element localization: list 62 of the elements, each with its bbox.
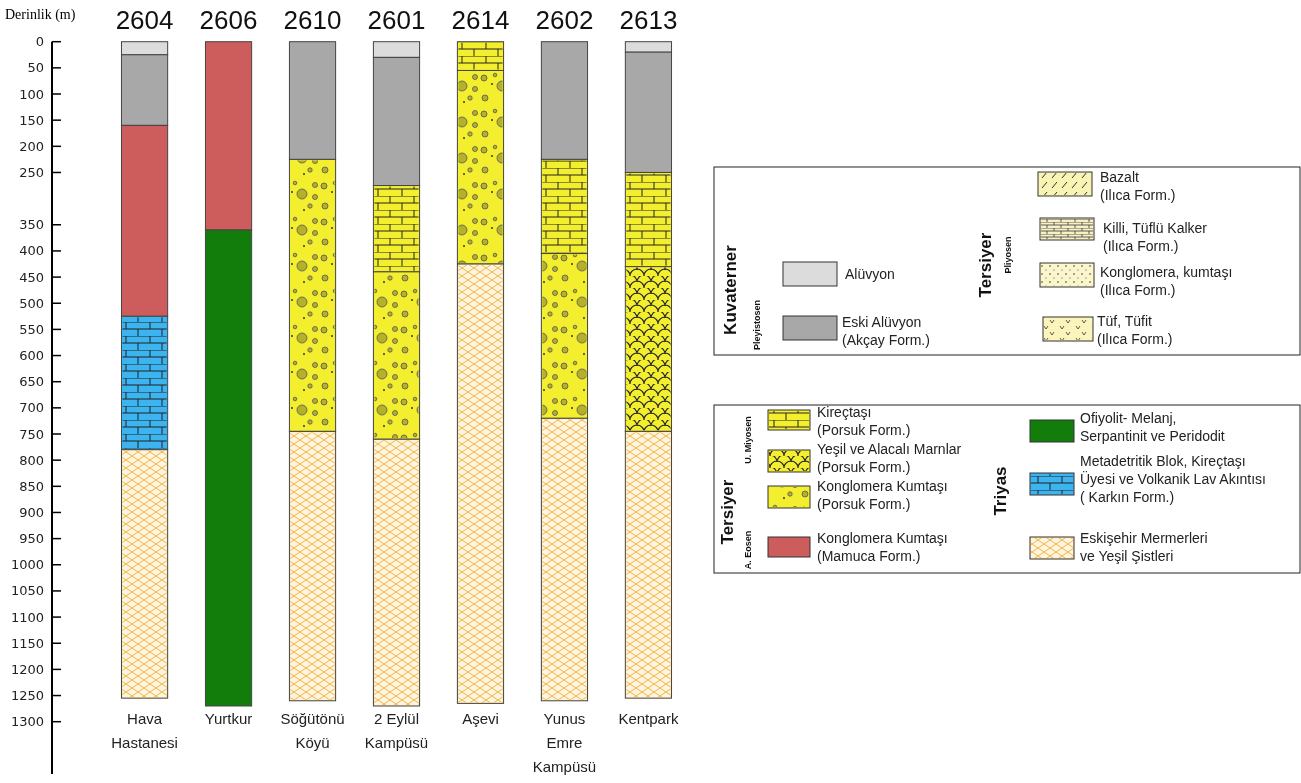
text: Pleyistosen bbox=[752, 299, 763, 351]
x-tick-label: Aşevi bbox=[462, 710, 499, 727]
y-tick-label: 700 bbox=[19, 400, 44, 416]
text: 2601 bbox=[367, 5, 426, 35]
text: A. Eosen bbox=[743, 530, 754, 570]
y-tick-label: 100 bbox=[19, 86, 44, 102]
text: 2614 bbox=[451, 5, 510, 35]
y-tick-label: 950 bbox=[19, 531, 44, 547]
y-tick-label: 900 bbox=[19, 505, 44, 521]
legend-label: Alüvyon bbox=[845, 265, 895, 282]
legend-label: Killi, Tüflü Kalker (Ilıca Form.) bbox=[1103, 219, 1208, 254]
y-tick-label: 800 bbox=[19, 452, 44, 468]
y-tick-label: 1150 bbox=[10, 635, 44, 651]
x-tick-label: 2 Eylül Kampüsü bbox=[364, 710, 429, 751]
legend-label: Kireçtaşı (Porsuk Form.) bbox=[817, 403, 911, 438]
y-tick-label: 400 bbox=[19, 243, 44, 259]
y-tick-label: 1050 bbox=[10, 583, 44, 599]
legend-label: Bazalt (Ilıca Form.) bbox=[1100, 168, 1176, 203]
y-tick-label: 750 bbox=[19, 426, 44, 442]
legend-label: Ofiyolit- Melanj, Serpantinit ve Peridodit bbox=[1080, 409, 1225, 444]
y-tick-label: 1000 bbox=[10, 557, 44, 573]
y-tick-label: 250 bbox=[19, 165, 44, 181]
y-tick-label: 150 bbox=[19, 112, 44, 128]
legend-label: Konglomera, kumtaşı (Ilıca Form.) bbox=[1100, 263, 1233, 298]
text: Tersiyer bbox=[975, 232, 995, 298]
x-tick-label: Kentpark bbox=[618, 710, 679, 727]
y-tick-label: 1200 bbox=[10, 661, 44, 677]
text: Kuvaterner bbox=[720, 244, 740, 335]
x-tick-label: Yurtkur bbox=[204, 710, 253, 727]
legend-label: Eski Alüvyon (Akçay Form.) bbox=[842, 313, 930, 348]
x-tick-label: Yunus Emre Kampüsü bbox=[532, 710, 597, 775]
legend-label: Konglomera Kumtaşı (Mamuca Form.) bbox=[817, 529, 948, 564]
y-tick-label: 650 bbox=[19, 374, 44, 390]
x-tick-label: Söğütönü Köyü bbox=[280, 710, 345, 751]
text: Triyas bbox=[990, 466, 1010, 516]
legend-label: Yeşil ve Alacalı Marnlar (Porsuk Form.) bbox=[817, 440, 962, 475]
text: 2610 bbox=[283, 5, 342, 35]
y-tick-label: 450 bbox=[19, 269, 44, 285]
y-tick-label: 350 bbox=[19, 217, 44, 233]
x-tick-label: Hava Hastanesi bbox=[111, 710, 178, 751]
text: Pliyosen bbox=[1003, 236, 1014, 274]
y-tick-label: 200 bbox=[19, 138, 44, 154]
y-tick-label: 1250 bbox=[10, 688, 44, 704]
text: 2602 bbox=[535, 5, 594, 35]
text: U. Miyosen bbox=[743, 416, 754, 464]
y-tick-label: 600 bbox=[19, 348, 44, 364]
legend-label: Tüf, Tüfit (Ilıca Form.) bbox=[1097, 312, 1173, 347]
y-tick-label: 50 bbox=[27, 60, 44, 76]
y-tick-label: 1100 bbox=[10, 609, 44, 625]
y-tick-label: 550 bbox=[19, 321, 44, 337]
text: 2606 bbox=[199, 5, 258, 35]
legend-label: Metadetritik Blok, Kireçtaşı Üyesi ve Volkanik Lav Akıntısı ( Karkın Form.) bbox=[1080, 452, 1266, 505]
y-tick-label: 0 bbox=[35, 34, 44, 50]
y-tick-label: 850 bbox=[19, 478, 44, 494]
text: 2613 bbox=[619, 5, 678, 35]
text: Tersiyer bbox=[717, 479, 737, 545]
legend-label: Konglomera Kumtaşı (Porsuk Form.) bbox=[817, 477, 948, 512]
y-axis-title: Derinlik (m) bbox=[5, 7, 76, 23]
y-tick-label: 500 bbox=[19, 295, 44, 311]
legend-label: Eskişehir Mermerleri ve Yeşil Şistleri bbox=[1080, 529, 1208, 564]
y-tick-label: 1300 bbox=[10, 714, 44, 730]
text: 2604 bbox=[115, 5, 174, 35]
